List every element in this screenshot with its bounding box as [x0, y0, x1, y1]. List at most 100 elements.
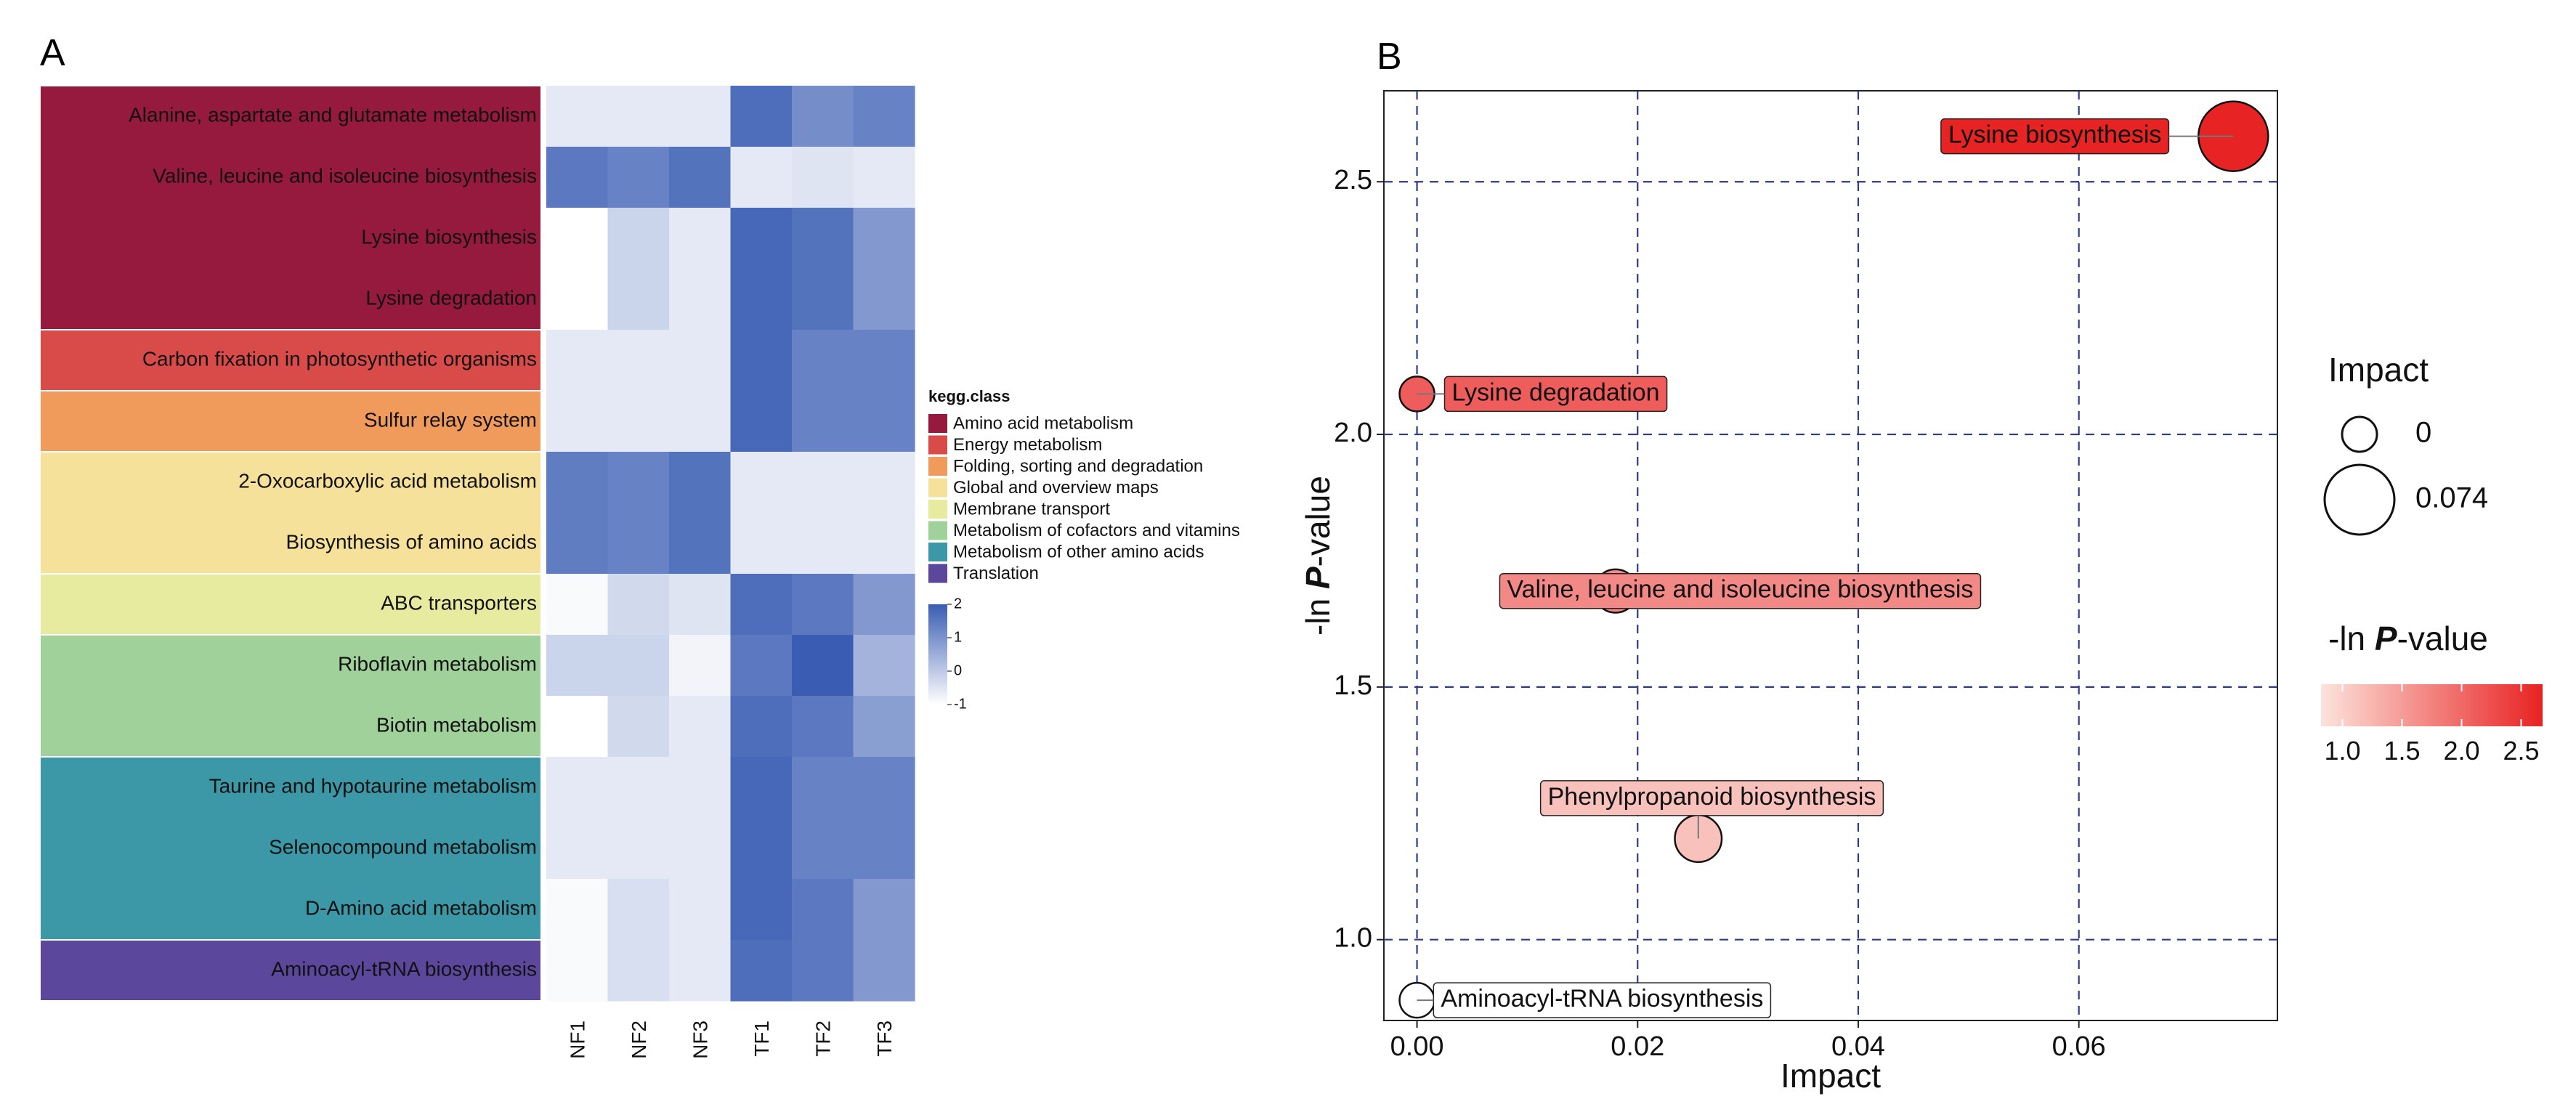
heatmap-cell	[792, 818, 854, 880]
heatmap-cell	[546, 452, 609, 514]
color-legend-tick-label: 1.0	[2324, 736, 2360, 766]
heatmap-cell	[792, 86, 854, 147]
heatmap-cell	[730, 452, 793, 514]
scatter-point-label: Lysine biosynthesis	[1948, 121, 2162, 149]
color-legend-bar	[2321, 684, 2543, 726]
heatmap-cell	[669, 940, 732, 1002]
heatmap-row-label: Carbon fixation in photosynthetic organi…	[142, 347, 537, 370]
heatmap-cell	[607, 574, 670, 636]
heatmap-cell	[853, 452, 915, 514]
heatmap-row-label: Biotin metabolism	[376, 713, 537, 736]
heatmap-cell	[792, 879, 854, 941]
heatmap-column-label: NF1	[566, 1020, 588, 1059]
scatter-point-label: Aminoacyl-tRNA biosynthesis	[1441, 985, 1763, 1012]
scatter-point-label: Phenylpropanoid biosynthesis	[1548, 783, 1876, 811]
color-legend-tick-label: 2.5	[2503, 736, 2539, 766]
heatmap-cell	[853, 940, 915, 1002]
heatmap-row-label: 2-Oxocarboxylic acid metabolism	[238, 469, 537, 492]
heatmap-cell	[792, 269, 854, 330]
heatmap-cell	[607, 391, 670, 452]
size-legend-title: Impact	[2328, 351, 2429, 389]
class-legend-swatch	[928, 414, 947, 433]
heatmap-row-label: Selenocompound metabolism	[269, 835, 537, 858]
heatmap-cell	[607, 757, 670, 819]
class-legend-title: kegg.class	[928, 387, 1010, 405]
heatmap-cell	[792, 452, 854, 514]
heatmap-cell	[792, 391, 854, 452]
size-legend-circle-large	[2323, 463, 2396, 536]
heatmap-cell	[792, 574, 854, 636]
heatmap-cell	[730, 696, 793, 758]
class-legend-label: Amino acid metabolism	[953, 413, 1133, 433]
class-block-membrane-transport	[39, 573, 542, 636]
heatmap-cell	[792, 696, 854, 758]
class-legend-swatch	[928, 478, 947, 498]
color-legend-title-prefix: -ln	[2328, 620, 2375, 657]
x-tick-label: 0.06	[2052, 1031, 2106, 1062]
heatmap-cell	[853, 269, 915, 330]
heatmap-cell	[792, 147, 854, 208]
color-legend-tick-label: 1.5	[2383, 736, 2420, 766]
class-legend-swatch	[928, 543, 947, 561]
class-legend-label: Metabolism of cofactors and vitamins	[953, 521, 1240, 540]
color-legend-title: -ln P-value	[2328, 620, 2488, 657]
heatmap-cell	[607, 635, 670, 697]
y-axis-title-italic: P	[1299, 567, 1337, 589]
class-legend-swatch	[928, 564, 947, 583]
y-tick-label: 2.0	[1334, 418, 1372, 448]
heatmap-column-label: TF2	[811, 1020, 834, 1057]
heatmap-cell	[669, 147, 732, 208]
heatmap-cell	[546, 818, 609, 880]
color-legend-tick-label: 2.0	[2443, 736, 2479, 766]
heatmap-row-labels: Alanine, aspartate and glutamate metabol…	[129, 103, 537, 980]
heatmap-cell	[853, 574, 915, 636]
scatter-point-label-box	[1539, 780, 1884, 816]
class-legend-label: Metabolism of other amino acids	[953, 542, 1204, 561]
heatmap-color-scale-bar	[928, 604, 947, 705]
heatmap-cell	[546, 940, 609, 1002]
heatmap-cell	[792, 330, 854, 391]
class-legend-label: Translation	[953, 564, 1039, 583]
heatmap-row-label: ABC transporters	[381, 591, 537, 614]
size-legend-value-small: 0	[2415, 417, 2431, 449]
heatmap-row-label: Taurine and hypotaurine metabolism	[209, 774, 537, 797]
class-legend-swatch	[928, 435, 947, 455]
heatmap-cell	[669, 513, 732, 575]
heatmap-cell	[853, 879, 915, 941]
heatmap-cell	[730, 208, 793, 269]
heatmap-cell	[730, 391, 793, 452]
heatmap-cell	[853, 330, 915, 391]
heatmap-cell	[792, 757, 854, 819]
heatmap-cell	[669, 452, 732, 514]
heatmap-cell	[669, 208, 732, 269]
heatmap-cell	[607, 208, 670, 269]
heatmap-cell	[853, 818, 915, 880]
y-tick-label: 2.5	[1334, 165, 1372, 195]
heatmap-color-scale-tick-label: 1	[954, 629, 962, 645]
heatmap-cell	[669, 391, 732, 452]
heatmap-cell	[730, 86, 793, 147]
heatmap-cell	[607, 696, 670, 758]
heatmap-row-label: Biosynthesis of amino acids	[285, 530, 537, 553]
heatmap-cell	[546, 330, 609, 391]
class-block-energy-metabolism	[39, 329, 542, 391]
heatmap-cell	[669, 269, 732, 330]
x-axis-title: Impact	[1781, 1057, 1881, 1095]
scatter-point-labels: Lysine biosynthesis Lysine degradation Val…	[1417, 118, 2234, 1018]
heatmap-cell	[546, 147, 609, 208]
heatmap-cell	[607, 86, 670, 147]
heatmap-cell	[546, 635, 609, 697]
heatmap-cell	[669, 86, 732, 147]
color-legend-title-suffix: -value	[2397, 620, 2488, 657]
heatmap-cell	[607, 330, 670, 391]
heatmap-cell	[546, 757, 609, 819]
heatmap-cell	[730, 574, 793, 636]
heatmap-cell	[792, 635, 854, 697]
heatmap-cell	[853, 696, 915, 758]
x-tick-label: 0.02	[1611, 1031, 1664, 1062]
heatmap-cell	[607, 513, 670, 575]
heatmap-row-label: Alanine, aspartate and glutamate metabol…	[129, 103, 537, 126]
heatmap-cell	[669, 757, 732, 819]
class-annotation-column	[39, 85, 542, 1002]
